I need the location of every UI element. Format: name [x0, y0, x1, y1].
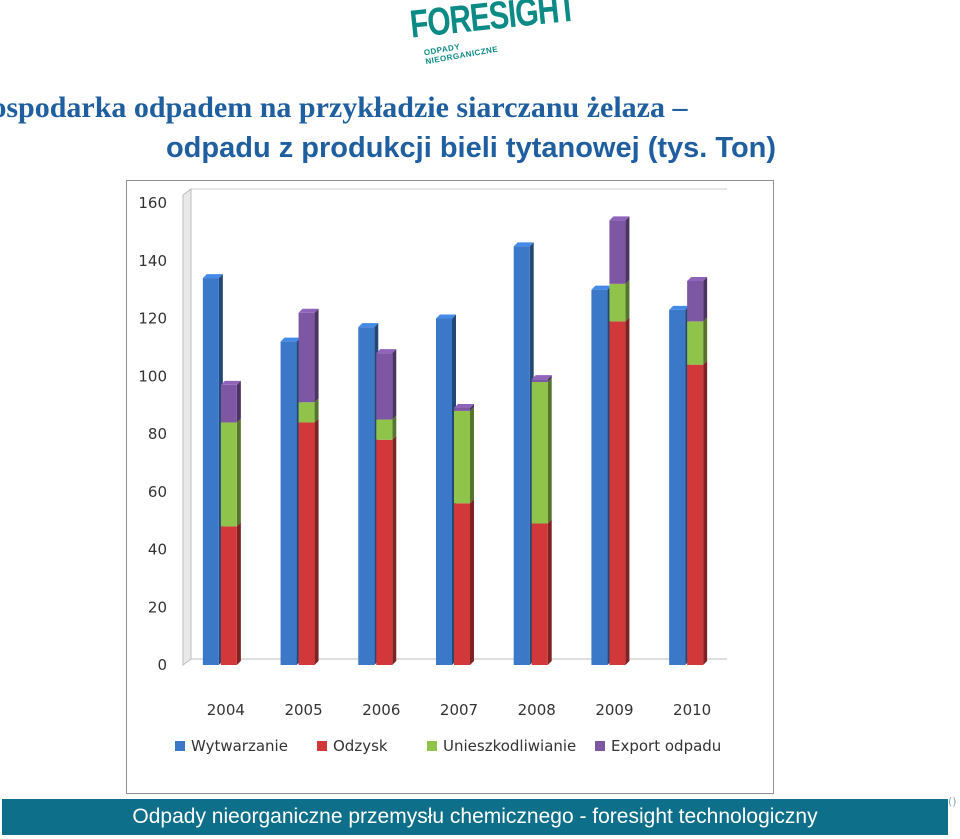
bar-odzysk-2006 [376, 439, 393, 665]
chart-frame: 0 20 40 60 80 100 120 140 160 2004 2005 2006 2007 200… [126, 180, 774, 794]
y-tick-label: 100 [138, 367, 167, 385]
bar-side-export-odpadu [703, 276, 708, 322]
y-tick-label: 60 [148, 483, 167, 501]
bar-odzysk-2007 [454, 503, 470, 665]
bar-side-odzysk [470, 499, 474, 665]
y-tick-label: 80 [148, 425, 167, 443]
chart-side-wall [182, 188, 192, 666]
bar-unieszkodliwianie-2004 [220, 422, 237, 527]
x-category-label: 2010 [673, 701, 711, 719]
bar-side-export-odpadu [470, 404, 474, 411]
y-tick-label: 20 [148, 598, 167, 616]
bar-side-odzysk [392, 435, 397, 665]
bar-unieszkodliwianie-2007 [454, 410, 470, 504]
bar-wytwarzanie-2006 [358, 327, 375, 665]
bar-side-export-odpadu [236, 380, 241, 423]
legend-entry: Export odpadu [611, 737, 721, 755]
bar-side-export-odpadu [547, 375, 552, 383]
bar-top-cap [376, 349, 397, 354]
foresight-logo: FORESIGHT ODPADY NIEORGANICZNE [400, 0, 578, 66]
bar-wytwarzanie-2008 [513, 246, 530, 665]
bar-odzysk-2009 [609, 321, 626, 665]
bar-wytwarzanie-2004 [202, 278, 219, 665]
bar-wytwarzanie-2007 [436, 318, 452, 665]
bar-side-odzysk [625, 317, 630, 665]
bar-top-cap [298, 308, 319, 313]
y-tick-label: 140 [138, 252, 167, 270]
bar-side-unieszkodliwianie [625, 279, 630, 322]
x-category-label: 2007 [440, 701, 478, 719]
bar-unieszkodliwianie-2005 [298, 402, 315, 423]
y-tick-label: 40 [148, 541, 167, 559]
y-tick-label: 0 [157, 656, 167, 674]
x-category-label: 2004 [207, 701, 245, 719]
title-line-2: odpadu z produkcji bieli tytanowej (tys.… [165, 132, 777, 164]
bar-unieszkodliwianie-2008 [531, 382, 548, 524]
bar-top-cap [202, 274, 223, 279]
bar-export-odpadu-2009 [609, 220, 626, 284]
bar-side-export-odpadu [314, 308, 319, 403]
bar-odzysk-2004 [220, 526, 237, 665]
bar-top-cap [513, 242, 534, 247]
bar-wytwarzanie-2005 [280, 341, 297, 665]
bar-unieszkodliwianie-2009 [609, 283, 626, 322]
bar-side-export-odpadu [392, 349, 397, 420]
x-category-label: 2005 [284, 701, 322, 719]
legend-entry: Unieszkodliwianie [443, 737, 576, 755]
bar-export-odpadu-2006 [376, 353, 393, 420]
bar-top-cap [591, 285, 612, 290]
stacked-bar-chart: 0 20 40 60 80 100 120 140 160 2004 2005 2006 2007 200… [138, 188, 727, 755]
bar-export-odpadu-2004 [220, 384, 237, 423]
bar-top-cap [280, 337, 301, 342]
page-title: Gospodarka odpadem na przykładzie siarcz… [0, 88, 960, 168]
bar-wytwarzanie-2009 [591, 289, 608, 665]
bar-export-odpadu-2005 [298, 312, 315, 403]
page-number: () [948, 795, 957, 808]
bar-export-odpadu-2010 [687, 280, 704, 322]
bar-side-unieszkodliwianie [314, 398, 319, 423]
bar-unieszkodliwianie-2006 [376, 419, 393, 440]
bar-side-odzysk [547, 519, 552, 665]
bar-top-cap [669, 305, 690, 310]
y-tick-label: 120 [138, 310, 167, 328]
legend-swatch [175, 741, 185, 751]
bar-side-odzysk [314, 418, 319, 665]
legend-swatch [427, 741, 437, 751]
bar-odzysk-2008 [531, 523, 548, 665]
bar-side-export-odpadu [625, 216, 630, 284]
bar-side-unieszkodliwianie [236, 418, 241, 527]
bar-wytwarzanie-2010 [669, 309, 686, 665]
footer-bar: Odpady nieorganiczne przemysłu chemiczne… [2, 799, 948, 835]
bar-top-cap [454, 404, 474, 409]
legend-swatch [317, 741, 327, 751]
legend-swatch [595, 741, 605, 751]
bar-side-unieszkodliwianie [392, 415, 397, 440]
title-line-1: Gospodarka odpadem na przykładzie siarcz… [0, 91, 688, 124]
legend-entry: Odzysk [333, 737, 388, 755]
x-category-label: 2009 [595, 701, 633, 719]
bar-side-unieszkodliwianie [703, 317, 708, 365]
legend-entry: Wytwarzanie [191, 737, 288, 755]
bar-odzysk-2005 [298, 422, 315, 665]
x-category-label: 2006 [362, 701, 400, 719]
bar-unieszkodliwianie-2010 [687, 321, 704, 365]
bar-side-odzysk [236, 522, 241, 665]
bar-top-cap [220, 380, 241, 385]
bar-top-cap [436, 314, 456, 319]
bar-side-unieszkodliwianie [547, 378, 552, 524]
bar-export-odpadu-2008 [531, 379, 548, 383]
y-tick-label: 160 [138, 194, 167, 212]
bar-top-cap [609, 216, 630, 221]
bar-side-odzysk [703, 360, 708, 665]
bar-top-cap [687, 276, 708, 281]
bar-odzysk-2010 [687, 364, 704, 665]
x-category-label: 2008 [518, 701, 556, 719]
footer-text: Odpady nieorganiczne przemysłu chemiczne… [132, 805, 818, 828]
bar-top-cap [531, 375, 552, 380]
bar-side-unieszkodliwianie [470, 406, 474, 504]
bar-export-odpadu-2007 [454, 408, 470, 411]
bar-top-cap [358, 323, 379, 328]
